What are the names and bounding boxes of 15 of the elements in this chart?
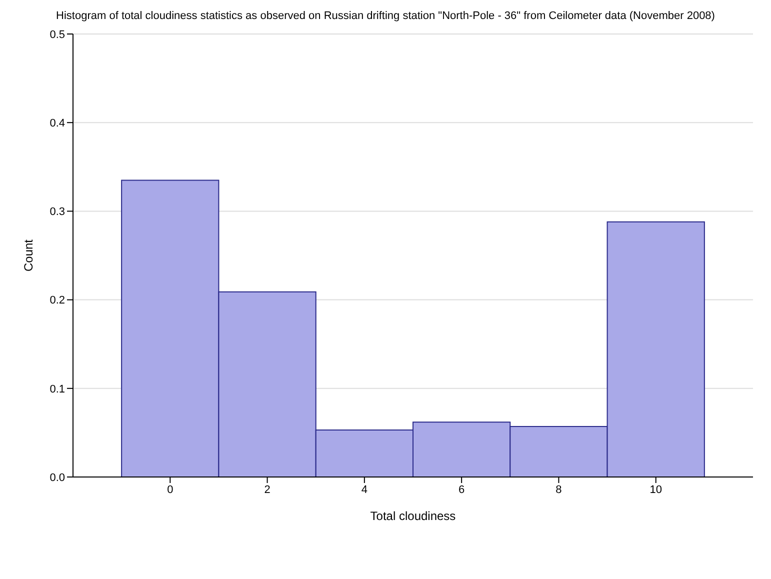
- y-tick-label: 0.2: [50, 294, 65, 307]
- x-tick-label: 4: [361, 484, 368, 496]
- y-tick-label: 0.4: [50, 118, 65, 130]
- x-tick-label: 0: [167, 484, 174, 496]
- x-tick-label: 2: [264, 484, 270, 496]
- x-tick-label: 6: [458, 484, 465, 496]
- x-tick-label: 10: [650, 484, 662, 496]
- y-tick-label: 0.1: [50, 383, 65, 396]
- y-tick-label: 0.3: [50, 206, 65, 218]
- x-axis-title: Total cloudiness: [370, 509, 456, 523]
- y-tick-label: 0.5: [50, 28, 65, 41]
- y-tick-label: 0.0: [50, 472, 65, 484]
- y-axis-title: Count: [21, 238, 36, 272]
- x-tick-label: 8: [556, 484, 562, 496]
- chart-title: Histogram of total cloudiness statistics as observed on Russian drifting station "North-Pole - 36" from Ceilometer data (November 2008): [55, 9, 716, 22]
